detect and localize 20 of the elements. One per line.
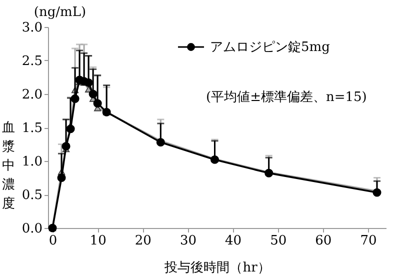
legend-label: アムロジピン錠5mg [210,40,330,55]
y-tick-label: 3.0 [22,20,42,36]
annotation: (平均値±標準偏差、n=15) [206,90,367,105]
x-tick-label: 20 [134,234,152,248]
x-tick-label: 40 [225,234,242,248]
x-tick-label: 60 [315,234,332,248]
y-tick-label: 1.0 [22,154,42,170]
y-tick-label: 2.0 [22,88,42,102]
x-tick-label: 50 [270,234,287,248]
x-tick-label: 70 [360,234,377,248]
y-tick-label: 0.0 [22,222,42,236]
text: (ng/mL) [34,5,86,20]
y-tick-label: 1.5 [22,121,42,136]
y-tick-label: 2.5 [22,54,42,69]
x-tick-label: 0 [48,234,58,248]
x-axis-title: 投与後時間（hr） [164,260,270,276]
x-tick-label: 10 [90,234,106,248]
y-axis-title: 血漿中濃度 [2,120,15,212]
x-tick-label: 30 [180,234,196,248]
y-tick-label: 0.5 [22,188,42,203]
